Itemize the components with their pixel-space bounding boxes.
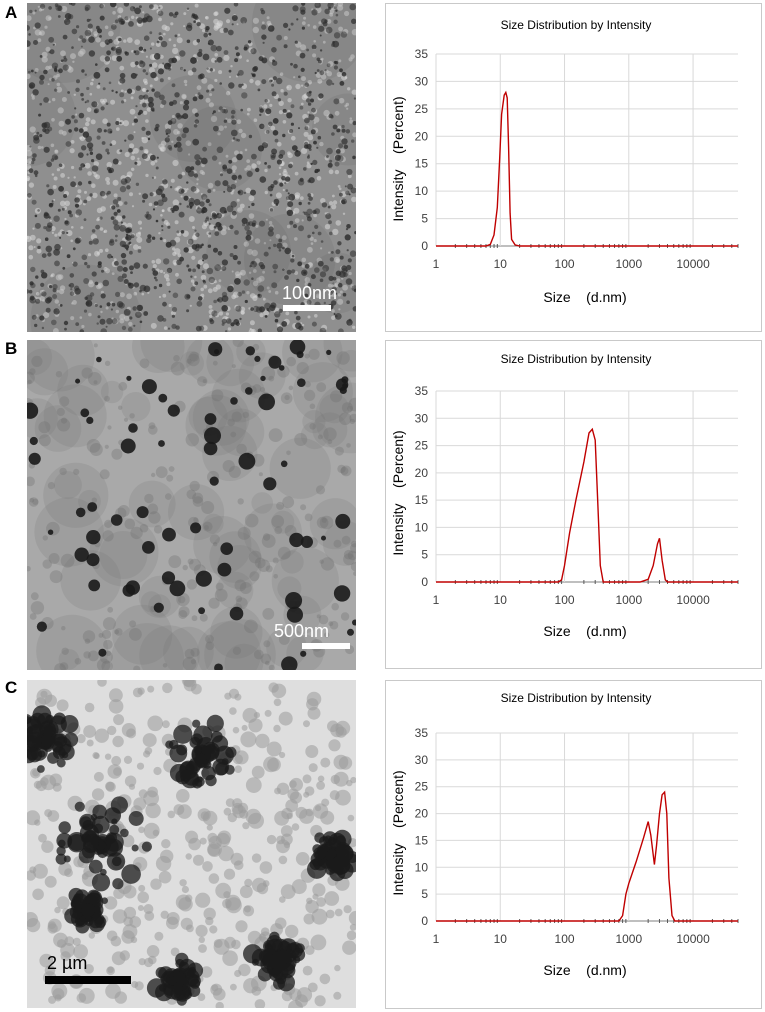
- x-tick-label: 100: [555, 257, 575, 271]
- y-tick-label: 20: [415, 466, 429, 480]
- y-tick-label: 20: [415, 129, 429, 143]
- y-axis-label: Intensity (Percent): [390, 770, 406, 895]
- y-tick-label: 5: [421, 887, 428, 901]
- x-axis-label: Size (d.nm): [543, 962, 626, 978]
- y-tick-label: 15: [415, 157, 429, 171]
- x-tick-label: 1000: [615, 257, 642, 271]
- series-line: [436, 427, 738, 583]
- y-tick-label: 30: [415, 74, 429, 88]
- y-tick-label: 15: [415, 493, 429, 507]
- y-tick-label: 0: [421, 239, 428, 253]
- tem-micrograph: 2 µm: [27, 680, 356, 1008]
- panel-label-c: C: [5, 678, 18, 697]
- chart-svg: Size Distribution by Intensity 0 5 10 15 20 2…: [390, 691, 739, 978]
- x-tick-label: 1: [433, 593, 440, 607]
- tem-image-a: 100nm: [27, 3, 356, 332]
- y-tick-label: 10: [415, 860, 429, 874]
- y-tick-label: 15: [415, 833, 429, 847]
- y-tick-label: 0: [421, 575, 428, 589]
- y-tick-label: 35: [415, 47, 429, 61]
- tem-image-b: 500nm: [27, 340, 356, 670]
- x-tick-label: 100: [555, 593, 575, 607]
- y-tick-label: 5: [421, 548, 428, 562]
- x-tick-label: 10: [494, 593, 508, 607]
- size-distribution-chart-b: Size Distribution by Intensity 0 5 10 15 20 2…: [385, 340, 762, 669]
- y-tick-label: 10: [415, 520, 429, 534]
- chart-title: Size Distribution by Intensity: [501, 691, 652, 705]
- x-tick-label: 1: [433, 257, 440, 271]
- y-tick-label: 25: [415, 439, 429, 453]
- tem-micrograph: 100nm: [27, 3, 356, 332]
- scale-bar-label: 100nm: [282, 283, 337, 303]
- scale-bar: [283, 305, 331, 311]
- x-tick-label: 10000: [676, 257, 710, 271]
- y-axis-label: Intensity (Percent): [390, 96, 406, 221]
- tem-image-c: 2 µm: [27, 680, 356, 1008]
- y-tick-label: 5: [421, 212, 428, 226]
- x-tick-label: 10: [494, 932, 508, 946]
- x-tick-label: 10000: [676, 932, 710, 946]
- y-tick-label: 25: [415, 102, 429, 116]
- x-axis-label: Size (d.nm): [543, 289, 626, 305]
- series-line: [436, 790, 738, 922]
- scale-bar-label: 500nm: [274, 621, 329, 641]
- y-tick-label: 35: [415, 726, 429, 740]
- chart-title: Size Distribution by Intensity: [501, 18, 652, 32]
- tem-micrograph: 500nm: [27, 340, 356, 670]
- y-tick-label: 10: [415, 184, 429, 198]
- x-axis-label: Size (d.nm): [543, 623, 626, 639]
- chart-title: Size Distribution by Intensity: [501, 352, 652, 366]
- scale-bar: [302, 643, 350, 649]
- chart-svg: Size Distribution by Intensity 0 5 10 15 20 2…: [390, 18, 739, 305]
- x-tick-label: 100: [555, 932, 575, 946]
- panel-label-b: B: [5, 339, 18, 358]
- y-tick-label: 25: [415, 780, 429, 794]
- y-tick-label: 30: [415, 411, 429, 425]
- size-distribution-chart-c: Size Distribution by Intensity 0 5 10 15 20 2…: [385, 680, 762, 1009]
- series-line: [436, 90, 738, 247]
- scale-bar-label: 2 µm: [47, 953, 87, 973]
- y-tick-label: 0: [421, 914, 428, 928]
- scale-bar: [45, 976, 131, 984]
- x-tick-label: 10: [494, 257, 508, 271]
- size-distribution-chart-a: Size Distribution by Intensity 0 5 10 15 20 2…: [385, 3, 762, 332]
- panel-label-a: A: [5, 3, 18, 22]
- x-tick-label: 1: [433, 932, 440, 946]
- chart-svg: Size Distribution by Intensity 0 5 10 15 20 2…: [390, 352, 739, 639]
- y-tick-label: 30: [415, 753, 429, 767]
- y-axis-label: Intensity (Percent): [390, 430, 406, 555]
- y-tick-label: 20: [415, 807, 429, 821]
- y-tick-label: 35: [415, 384, 429, 398]
- x-tick-label: 1000: [615, 593, 642, 607]
- x-tick-label: 10000: [676, 593, 710, 607]
- x-tick-label: 1000: [615, 932, 642, 946]
